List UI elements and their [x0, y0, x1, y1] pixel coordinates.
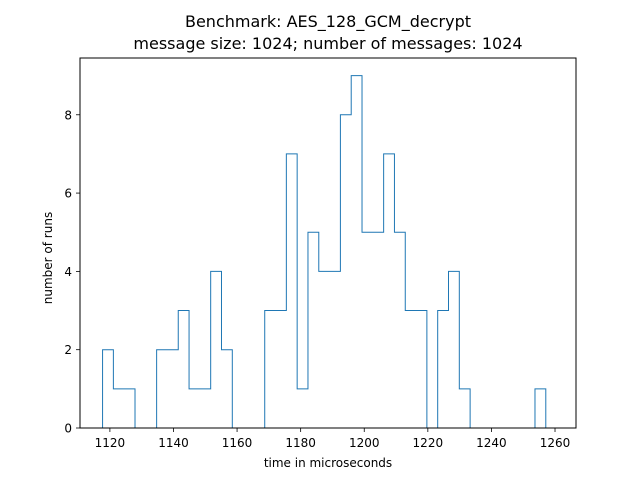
- x-tick-label: 1200: [349, 436, 380, 450]
- histogram-bin: [459, 389, 470, 428]
- x-tick-label: 1180: [285, 436, 316, 450]
- histogram-bin: [394, 232, 405, 428]
- histogram-bin: [189, 389, 200, 428]
- x-tick-label: 1240: [476, 436, 507, 450]
- histogram-bin: [221, 350, 232, 428]
- histogram-bin: [113, 389, 124, 428]
- x-axis-label: time in microseconds: [264, 456, 392, 470]
- histogram-bin: [286, 154, 297, 428]
- histogram-bin: [373, 232, 384, 428]
- x-tick-label: 1140: [158, 436, 189, 450]
- histogram-bin: [438, 311, 449, 428]
- histogram-bin: [340, 115, 351, 428]
- histogram-bin: [276, 311, 287, 428]
- histogram-bin: [330, 271, 341, 428]
- histogram-bin: [535, 389, 546, 428]
- plot-frame: [79, 57, 577, 429]
- histogram-bin: [384, 154, 395, 428]
- y-tick-label: 8: [64, 108, 72, 122]
- histogram-bin: [351, 76, 362, 428]
- histogram-bin: [405, 311, 416, 428]
- histogram-bin: [103, 350, 114, 428]
- chart-title: Benchmark: AES_128_GCM_decrypt: [185, 12, 471, 32]
- y-axis-label: number of runs: [41, 212, 55, 304]
- histogram-bin: [167, 350, 178, 428]
- chart-subtitle: message size: 1024; number of messages: …: [133, 34, 522, 53]
- histogram-bin: [157, 350, 168, 428]
- histogram-bin: [178, 311, 189, 428]
- histogram-bin: [308, 232, 319, 428]
- y-tick-label: 4: [64, 265, 72, 279]
- histogram-bin: [416, 311, 427, 428]
- histogram-bin: [265, 311, 276, 428]
- x-tick-label: 1120: [95, 436, 126, 450]
- histogram-bin: [211, 271, 222, 428]
- x-tick-label: 1160: [222, 436, 253, 450]
- histogram-bin: [362, 232, 373, 428]
- x-tick-label: 1220: [413, 436, 444, 450]
- plot-area: [102, 75, 557, 429]
- histogram-bin: [449, 271, 460, 428]
- histogram-bin: [124, 389, 135, 428]
- y-tick-label: 6: [64, 187, 72, 201]
- histogram-bin: [297, 389, 308, 428]
- x-axis-ticks: 1120 1140 1160 1180 1200 1220 1240 1260: [95, 428, 571, 450]
- y-tick-label: 0: [64, 422, 72, 436]
- x-tick-label: 1260: [540, 436, 571, 450]
- y-axis-ticks: 0 2 4 6 8: [64, 108, 80, 436]
- histogram-bin: [319, 271, 330, 428]
- y-tick-label: 2: [64, 343, 72, 357]
- histogram-bin: [200, 389, 211, 428]
- histogram-step-line: [102, 75, 557, 429]
